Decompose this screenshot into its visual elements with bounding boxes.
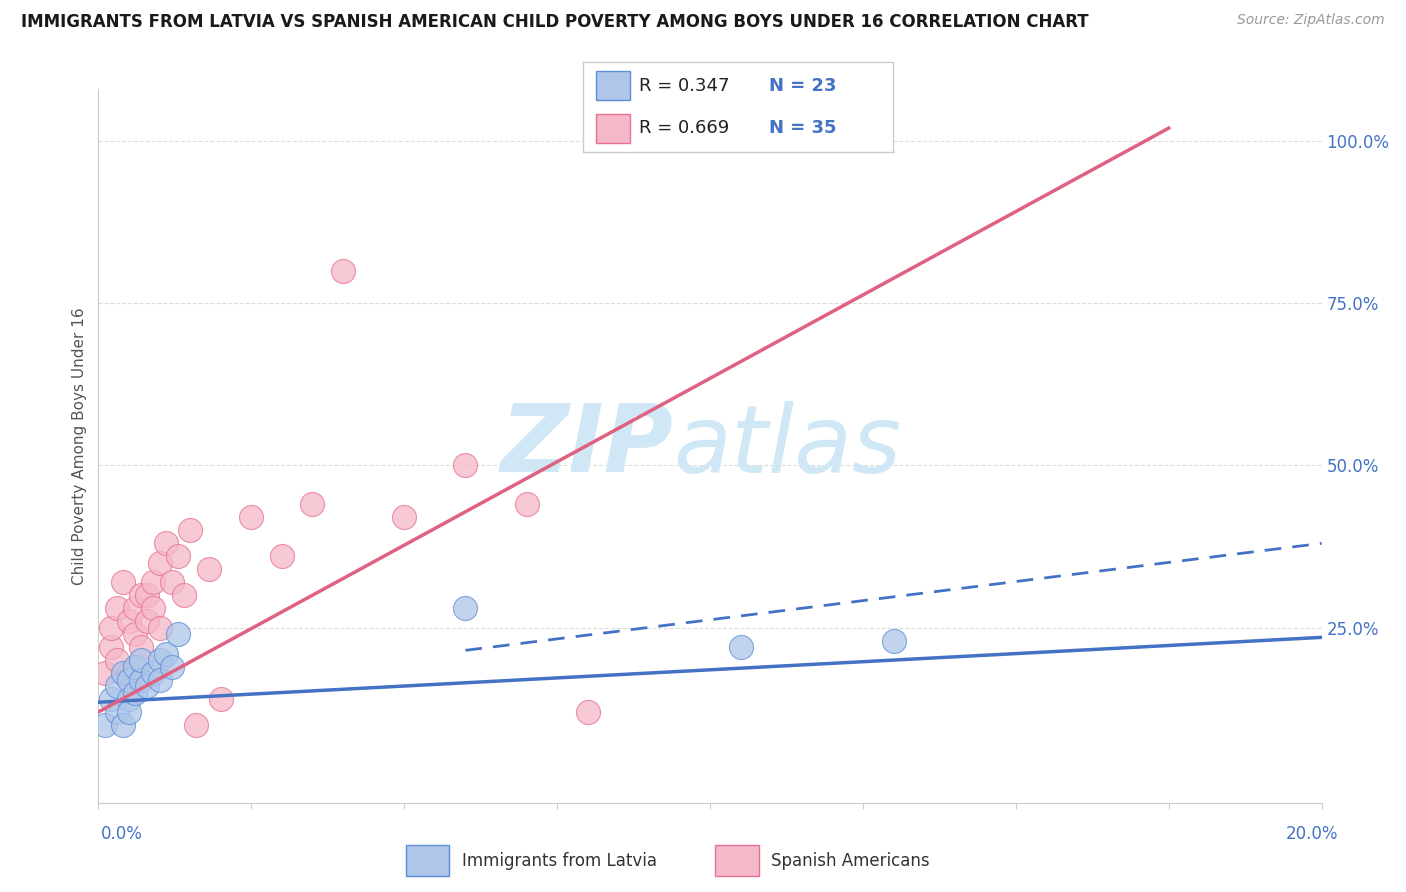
Point [197,562,219,576]
Bar [716,846,759,876]
Point [516,497,538,511]
Point [149,621,172,635]
Point [93,718,115,732]
Point [392,510,416,524]
Point [136,679,159,693]
Point [129,653,152,667]
Point [105,679,128,693]
Point [149,556,172,570]
Point [173,588,195,602]
Point [883,633,905,648]
Point [576,705,599,719]
Point [149,673,172,687]
Text: R = 0.669: R = 0.669 [640,120,730,137]
Text: 0.0%: 0.0% [101,825,143,843]
Point [118,666,141,681]
Point [332,264,354,278]
Point [100,640,122,654]
Bar [596,114,630,143]
Point [129,588,152,602]
Point [100,621,122,635]
Point [149,653,172,667]
Point [118,705,141,719]
Text: Immigrants from Latvia: Immigrants from Latvia [461,852,657,870]
Y-axis label: Child Poverty Among Boys Under 16: Child Poverty Among Boys Under 16 [72,307,87,585]
Point [105,705,128,719]
Point [136,588,159,602]
Point [118,692,141,706]
Point [124,627,146,641]
Bar [406,846,450,876]
Point [124,601,146,615]
Point [105,653,128,667]
Point [179,524,201,538]
Point [167,549,190,564]
Text: 20.0%: 20.0% [1286,825,1339,843]
Point [111,575,134,590]
Point [118,673,141,687]
Point [155,647,177,661]
Point [100,692,122,706]
Text: Spanish Americans: Spanish Americans [770,852,929,870]
Point [301,497,323,511]
Point [454,601,477,615]
Point [111,666,134,681]
Text: ZIP: ZIP [501,400,673,492]
Point [118,614,141,628]
Point [142,601,165,615]
Point [136,614,159,628]
Point [105,601,128,615]
Point [129,640,152,654]
Point [270,549,292,564]
Point [129,673,152,687]
Bar [596,71,630,100]
Point [240,510,263,524]
Point [160,659,183,673]
Point [730,640,752,654]
Text: N = 23: N = 23 [769,77,837,95]
Point [142,666,165,681]
Point [454,458,477,473]
Point [111,718,134,732]
Point [93,666,115,681]
Point [124,685,146,699]
Point [167,627,190,641]
Point [155,536,177,550]
Point [160,575,183,590]
Text: atlas: atlas [673,401,901,491]
Point [186,718,208,732]
Text: IMMIGRANTS FROM LATVIA VS SPANISH AMERICAN CHILD POVERTY AMONG BOYS UNDER 16 COR: IMMIGRANTS FROM LATVIA VS SPANISH AMERIC… [21,13,1088,31]
Point [124,659,146,673]
Point [209,692,232,706]
Point [759,121,782,136]
Text: R = 0.347: R = 0.347 [640,77,730,95]
Text: N = 35: N = 35 [769,120,837,137]
Text: Source: ZipAtlas.com: Source: ZipAtlas.com [1237,13,1385,28]
Point [142,575,165,590]
